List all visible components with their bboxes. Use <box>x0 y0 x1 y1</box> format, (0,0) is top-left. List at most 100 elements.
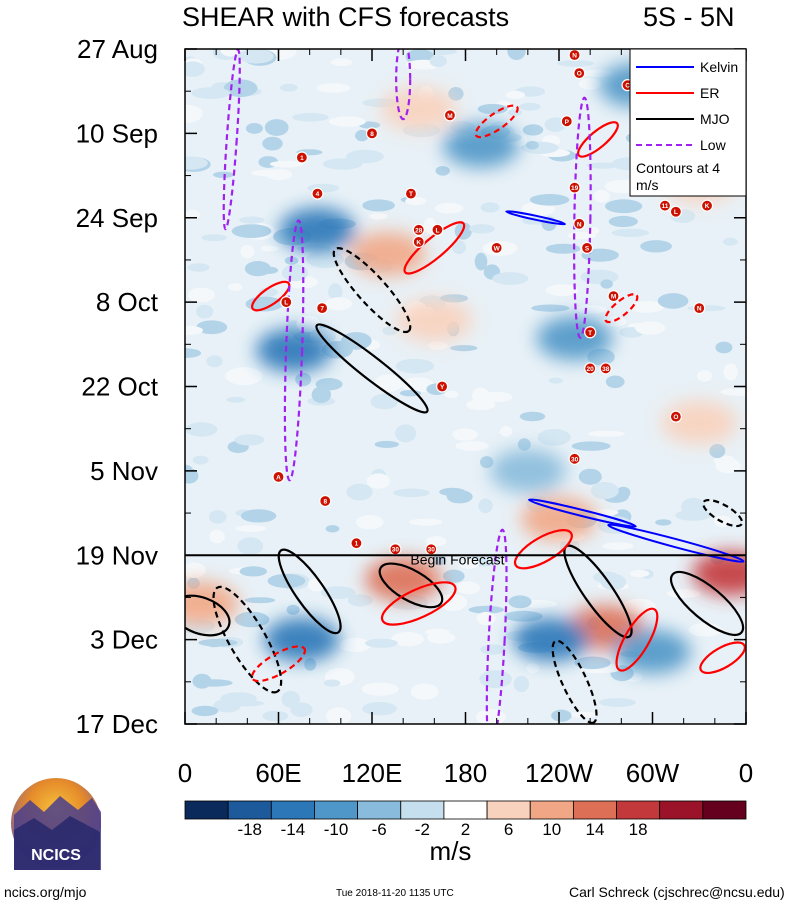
storm-symbol: 1 <box>295 151 308 164</box>
storm-marker <box>669 205 682 218</box>
field-speckle <box>355 129 369 142</box>
field-speckle <box>239 566 268 577</box>
storm-label: O <box>673 414 678 421</box>
colorbar-tick-label: 14 <box>586 820 605 839</box>
colorbar-tick-label: -6 <box>372 820 387 839</box>
field-speckle <box>508 595 532 609</box>
field-speckle <box>600 279 613 289</box>
field-speckle <box>235 525 267 532</box>
storm-label: K <box>416 239 421 246</box>
field-speckle <box>513 675 530 693</box>
storm-label: P <box>565 119 570 126</box>
field-speckle <box>185 468 199 484</box>
storm-symbol: M <box>607 289 620 303</box>
field-speckle <box>655 519 672 526</box>
field-speckle <box>675 509 712 521</box>
field-speckle <box>605 375 625 389</box>
footer-site-link[interactable]: ncics.org/mjo <box>4 884 87 900</box>
field-speckle <box>428 341 448 350</box>
low-contour <box>485 528 508 724</box>
storm-symbol: O <box>573 67 586 80</box>
field-speckle <box>446 490 473 504</box>
storm-symbol: W <box>490 241 503 254</box>
storm-marker <box>404 187 418 200</box>
storm-marker <box>599 362 612 375</box>
x-tick-label: 180 <box>444 758 487 788</box>
field-speckle <box>605 199 643 214</box>
storm-marker <box>311 187 324 200</box>
colorbar: -18 -14 -10 -6 -2 2 6 10 14 18 m/s <box>184 800 747 866</box>
storm-marker <box>669 410 682 423</box>
field-speckle <box>468 605 505 614</box>
field-speckle <box>551 709 572 722</box>
field-speckle <box>185 104 203 123</box>
field-speckle <box>395 424 417 443</box>
field-speckle <box>522 124 544 136</box>
field-speckle <box>262 710 289 722</box>
storm-symbol: P <box>560 115 573 128</box>
footer-credit: Carl Schreck (cjschrec@ncsu.edu) <box>569 884 785 900</box>
field-speckle <box>478 498 493 514</box>
field-speckle <box>259 266 279 274</box>
kelvin-contour <box>505 210 566 226</box>
field-speckle <box>347 594 373 607</box>
storm-label: M <box>611 294 616 301</box>
field-speckle <box>630 301 664 313</box>
field-speckle <box>507 109 523 116</box>
storm-label: W <box>494 245 501 252</box>
field-speckle <box>580 269 619 285</box>
colorbar-segment <box>443 800 488 820</box>
field-speckle <box>198 638 238 647</box>
field-speckle <box>325 707 352 724</box>
field-speckle <box>667 589 701 598</box>
field-speckle <box>323 679 341 687</box>
storm-marker <box>280 296 293 309</box>
storm-marker <box>319 494 332 508</box>
anomaly-blob <box>443 123 520 168</box>
legend-label-er: ER <box>700 85 719 101</box>
storm-marker <box>568 181 581 194</box>
storm-symbol: 11 <box>658 199 672 212</box>
storm-marker <box>272 470 285 484</box>
field-speckle <box>262 136 283 151</box>
storm-label: N <box>697 306 702 313</box>
field-speckle <box>231 224 272 239</box>
storm-marker <box>436 380 449 393</box>
storm-marker <box>584 362 597 375</box>
storm-symbol: 1 <box>350 537 363 550</box>
field-speckle <box>245 122 263 134</box>
storm-symbol: K <box>412 235 425 248</box>
storm-label: L <box>435 227 439 234</box>
field-speckle <box>687 305 726 312</box>
field-speckle <box>578 78 602 90</box>
field-speckle <box>640 240 672 253</box>
field-speckle <box>443 569 465 583</box>
field-speckle <box>477 103 508 115</box>
field-speckle <box>201 234 227 242</box>
y-tick-label: 10 Sep <box>76 118 158 148</box>
storm-label: 20 <box>587 366 595 373</box>
field-speckle <box>366 473 390 489</box>
field-speckle <box>374 440 399 448</box>
storm-label: 4 <box>316 191 320 198</box>
field-speckle <box>434 202 464 214</box>
x-tick-label: 0 <box>739 758 753 788</box>
legend-label-low: Low <box>700 137 727 153</box>
er-contour <box>380 581 457 626</box>
field-speckle <box>435 166 450 176</box>
storm-label: 11 <box>662 203 669 210</box>
storm-symbol: L <box>280 296 293 309</box>
field-speckle <box>505 90 526 100</box>
storm-marker <box>560 115 573 128</box>
anomaly-blob <box>692 551 746 596</box>
field-speckle <box>361 682 399 696</box>
er-contour <box>577 121 619 158</box>
storm-marker <box>584 326 597 339</box>
field-speckle <box>519 411 546 422</box>
field-speckle <box>258 287 278 297</box>
field-speckle <box>264 119 289 136</box>
er-contour <box>699 641 746 675</box>
colorbar-tick-label: 6 <box>504 820 513 839</box>
field-speckle <box>429 55 447 68</box>
field-speckle <box>475 709 506 724</box>
